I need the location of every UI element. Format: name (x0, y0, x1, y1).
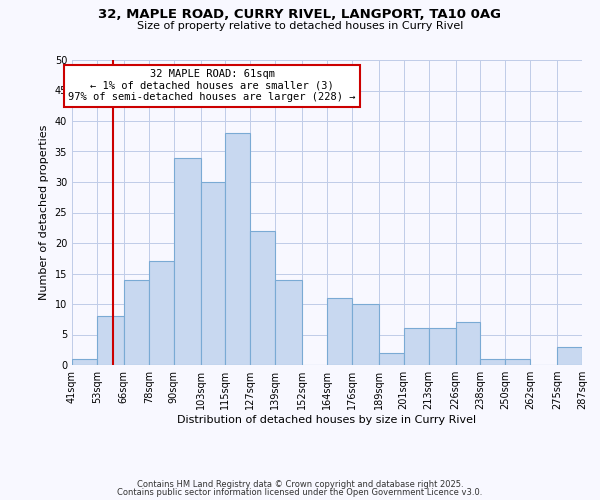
Bar (505, 359, 530, 365)
Bar (404, 328, 428, 365)
Bar (379, 353, 404, 365)
Bar (124, 280, 149, 365)
X-axis label: Distribution of detached houses by size in Curry Rivel: Distribution of detached houses by size … (178, 415, 476, 425)
Text: Contains public sector information licensed under the Open Government Licence v3: Contains public sector information licen… (118, 488, 482, 497)
Bar (557, 346, 582, 365)
Bar (226, 133, 250, 365)
Bar (455, 322, 481, 365)
Bar (275, 280, 302, 365)
Text: 32 MAPLE ROAD: 61sqm
← 1% of detached houses are smaller (3)
97% of semi-detache: 32 MAPLE ROAD: 61sqm ← 1% of detached ho… (68, 69, 356, 102)
Bar (97, 316, 124, 365)
Bar (481, 359, 505, 365)
Bar (352, 304, 379, 365)
Bar (200, 182, 226, 365)
Bar (250, 231, 275, 365)
Text: Contains HM Land Registry data © Crown copyright and database right 2025.: Contains HM Land Registry data © Crown c… (137, 480, 463, 489)
Text: Size of property relative to detached houses in Curry Rivel: Size of property relative to detached ho… (137, 21, 463, 31)
Bar (327, 298, 352, 365)
Bar (149, 262, 173, 365)
Bar (173, 158, 200, 365)
Bar (428, 328, 455, 365)
Bar (72, 359, 97, 365)
Y-axis label: Number of detached properties: Number of detached properties (39, 125, 49, 300)
Text: 32, MAPLE ROAD, CURRY RIVEL, LANGPORT, TA10 0AG: 32, MAPLE ROAD, CURRY RIVEL, LANGPORT, T… (98, 8, 502, 20)
